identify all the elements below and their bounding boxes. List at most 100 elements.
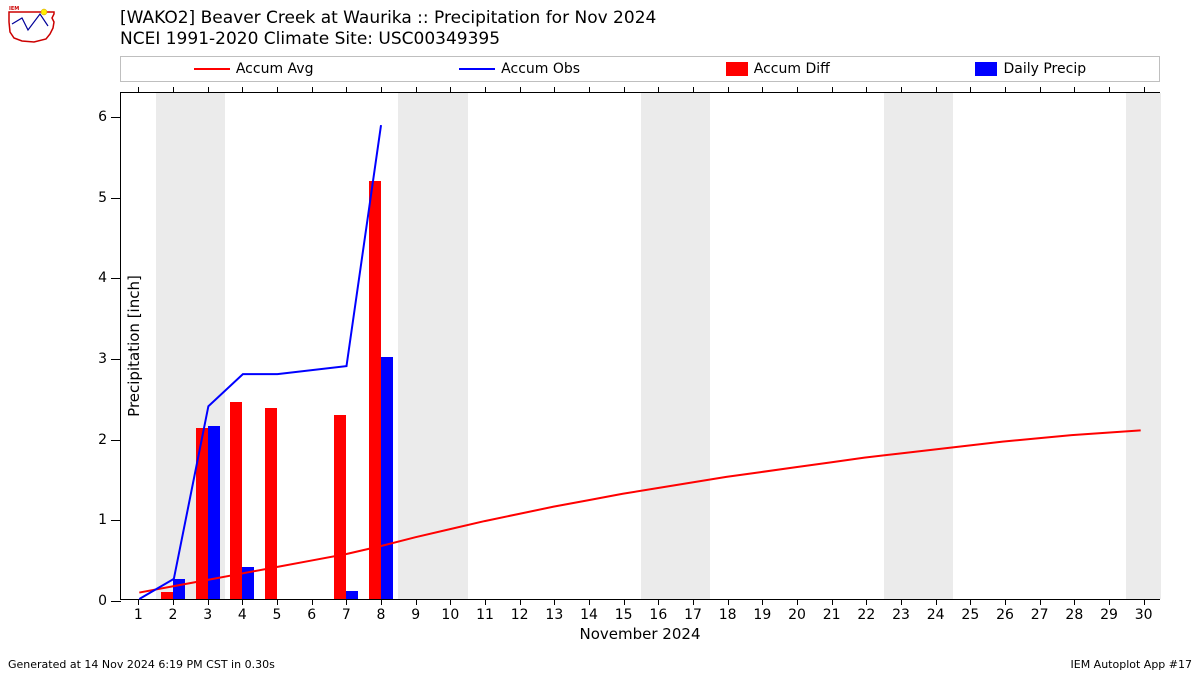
x-tick (762, 87, 763, 93)
x-tick (242, 599, 243, 605)
x-tick (520, 599, 521, 605)
x-tick (658, 87, 659, 93)
svg-text:IEM: IEM (9, 6, 19, 12)
x-axis-label: November 2024 (580, 625, 701, 643)
footer-app: IEM Autoplot App #17 (1071, 658, 1193, 671)
legend-patch-icon (975, 62, 997, 76)
x-tick (1074, 599, 1075, 605)
x-tick (797, 87, 798, 93)
x-tick-label: 18 (719, 607, 737, 623)
y-tick (111, 117, 121, 118)
x-tick (485, 87, 486, 93)
line-overlay (121, 93, 1159, 599)
x-tick (1109, 599, 1110, 605)
x-tick (138, 87, 139, 93)
legend-line-icon (194, 68, 230, 70)
x-tick (1144, 87, 1145, 93)
legend-line-icon (459, 68, 495, 70)
x-tick (450, 87, 451, 93)
x-tick (1074, 87, 1075, 93)
x-tick (728, 87, 729, 93)
x-tick (416, 87, 417, 93)
x-tick-label: 10 (441, 607, 459, 623)
title-line-2: NCEI 1991-2020 Climate Site: USC00349395 (120, 29, 656, 50)
y-tick (111, 601, 121, 602)
x-tick (797, 599, 798, 605)
y-tick-label: 4 (98, 270, 107, 286)
iem-logo: IEM (4, 4, 59, 46)
x-tick-label: 13 (545, 607, 563, 623)
x-tick-label: 15 (615, 607, 633, 623)
accum-avg-line (139, 430, 1140, 592)
x-tick-label: 17 (684, 607, 702, 623)
x-tick (173, 87, 174, 93)
x-tick-label: 2 (169, 607, 178, 623)
x-tick (901, 87, 902, 93)
x-tick-label: 12 (511, 607, 529, 623)
legend: Accum Avg Accum Obs Accum Diff Daily Pre… (120, 56, 1160, 82)
x-tick (554, 87, 555, 93)
x-tick (277, 599, 278, 605)
x-tick-label: 5 (273, 607, 282, 623)
x-tick (346, 87, 347, 93)
x-tick (970, 599, 971, 605)
legend-accum-diff: Accum Diff (726, 61, 830, 77)
x-tick-label: 20 (788, 607, 806, 623)
x-tick (970, 87, 971, 93)
x-tick-label: 27 (1031, 607, 1049, 623)
legend-accum-avg: Accum Avg (194, 61, 314, 77)
y-tick (111, 198, 121, 199)
x-tick-label: 19 (753, 607, 771, 623)
x-tick (936, 599, 937, 605)
x-tick (450, 599, 451, 605)
legend-label: Accum Diff (754, 61, 830, 77)
legend-label: Accum Avg (236, 61, 314, 77)
x-tick (173, 599, 174, 605)
x-tick-label: 8 (377, 607, 386, 623)
x-tick-label: 24 (927, 607, 945, 623)
y-tick-label: 3 (98, 351, 107, 367)
x-tick (1144, 599, 1145, 605)
y-tick (111, 359, 121, 360)
x-tick-label: 1 (134, 607, 143, 623)
x-tick-label: 22 (857, 607, 875, 623)
x-tick-label: 14 (580, 607, 598, 623)
x-tick (728, 599, 729, 605)
x-tick-label: 25 (961, 607, 979, 623)
x-tick (693, 87, 694, 93)
x-tick (520, 87, 521, 93)
x-tick (381, 599, 382, 605)
x-tick (589, 599, 590, 605)
legend-patch-icon (726, 62, 748, 76)
x-tick (1109, 87, 1110, 93)
x-tick-label: 26 (996, 607, 1014, 623)
plot-container: Accum Avg Accum Obs Accum Diff Daily Pre… (120, 56, 1160, 626)
x-tick (312, 599, 313, 605)
x-tick-label: 11 (476, 607, 494, 623)
x-tick (242, 87, 243, 93)
x-tick (485, 599, 486, 605)
legend-label: Daily Precip (1003, 61, 1086, 77)
x-tick (208, 599, 209, 605)
x-tick (866, 599, 867, 605)
x-tick-label: 9 (411, 607, 420, 623)
x-tick (277, 87, 278, 93)
title-line-1: [WAKO2] Beaver Creek at Waurika :: Preci… (120, 8, 656, 29)
x-tick (936, 87, 937, 93)
y-tick (111, 440, 121, 441)
x-tick-label: 16 (649, 607, 667, 623)
x-tick (832, 599, 833, 605)
y-tick-label: 5 (98, 190, 107, 206)
x-tick (554, 599, 555, 605)
x-tick (658, 599, 659, 605)
chart-area: Precipitation [inch] November 2024 01234… (120, 92, 1160, 600)
legend-accum-obs: Accum Obs (459, 61, 580, 77)
x-tick (693, 599, 694, 605)
x-tick-label: 28 (1065, 607, 1083, 623)
x-tick-label: 3 (203, 607, 212, 623)
x-tick (866, 87, 867, 93)
x-tick-label: 23 (892, 607, 910, 623)
x-tick (901, 599, 902, 605)
accum-obs-line (139, 125, 381, 599)
x-tick (381, 87, 382, 93)
